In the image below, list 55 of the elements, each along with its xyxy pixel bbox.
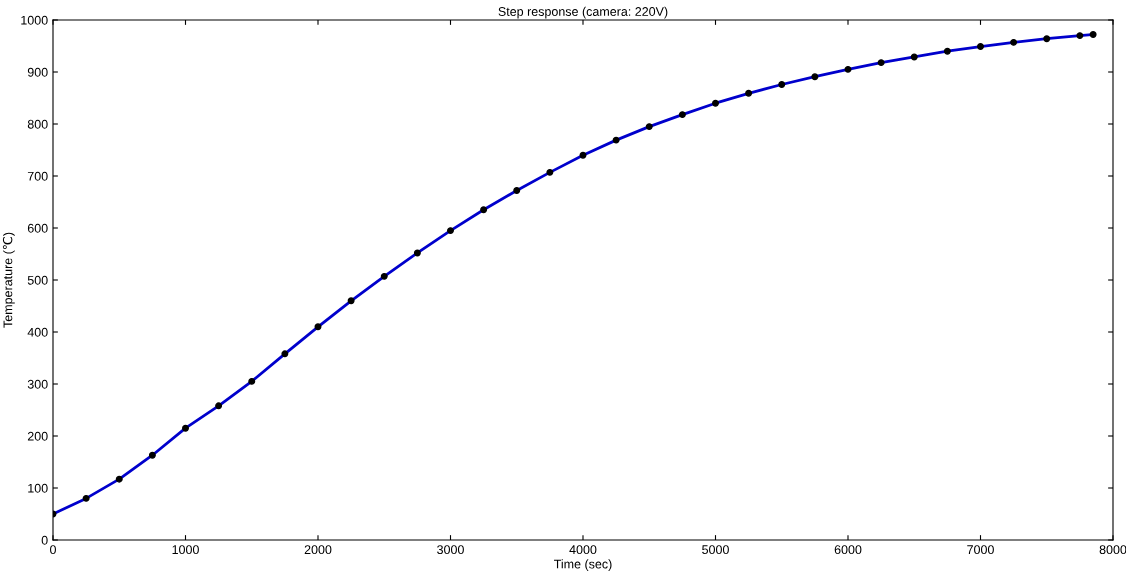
y-tick-label: 300 xyxy=(27,379,48,389)
point xyxy=(712,99,719,107)
x-tick-label: 7000 xyxy=(967,545,994,555)
point xyxy=(182,424,189,432)
y-tick-label: 900 xyxy=(27,67,48,77)
point xyxy=(314,323,322,331)
point xyxy=(1089,31,1097,39)
y-tick-label: 400 xyxy=(27,327,48,337)
x-tick-label: 5000 xyxy=(702,545,729,555)
point xyxy=(1043,35,1051,43)
y-tick-label: 500 xyxy=(27,275,48,285)
y-axis-title: Temperature (℃) xyxy=(2,232,15,328)
point xyxy=(612,136,620,144)
point xyxy=(513,187,521,195)
point xyxy=(281,350,289,358)
point xyxy=(115,475,123,483)
y-tick-label: 100 xyxy=(28,483,48,493)
point xyxy=(82,494,90,502)
point xyxy=(1010,38,1018,46)
point xyxy=(1076,32,1084,40)
x-tick-label: 3000 xyxy=(437,545,464,555)
point xyxy=(745,89,753,97)
y-tick-label: 1000 xyxy=(21,15,48,25)
y-tick-label: 0 xyxy=(41,535,48,545)
point xyxy=(215,402,223,410)
x-axis-title: Time (sec) xyxy=(554,559,612,571)
point xyxy=(148,451,156,459)
x-tick-label: 0 xyxy=(50,545,56,555)
x-tick-label: 6000 xyxy=(834,545,862,555)
point xyxy=(380,272,388,280)
chart-title: Step response (camera: 220V) xyxy=(498,6,668,19)
x-tick-label: 8000 xyxy=(1099,545,1126,555)
point xyxy=(844,65,852,73)
point xyxy=(778,81,786,88)
x-tick-label: 1000 xyxy=(172,545,199,555)
point xyxy=(248,377,256,385)
y-tick-label: 600 xyxy=(27,223,48,233)
point xyxy=(811,73,819,81)
point xyxy=(678,111,686,119)
point xyxy=(579,151,587,159)
point xyxy=(645,123,653,131)
point xyxy=(447,227,454,235)
y-tick-label: 800 xyxy=(27,119,48,129)
point xyxy=(977,43,984,50)
point xyxy=(943,47,951,55)
point xyxy=(546,168,554,176)
y-tick-label: 200 xyxy=(27,431,48,441)
y-tick-label: 700 xyxy=(27,171,48,181)
point xyxy=(413,249,421,257)
point xyxy=(480,206,488,214)
point xyxy=(910,53,918,61)
point xyxy=(877,59,885,67)
x-tick-label: 2000 xyxy=(304,545,332,555)
x-tick-label: 4000 xyxy=(569,545,597,555)
point xyxy=(347,297,355,305)
